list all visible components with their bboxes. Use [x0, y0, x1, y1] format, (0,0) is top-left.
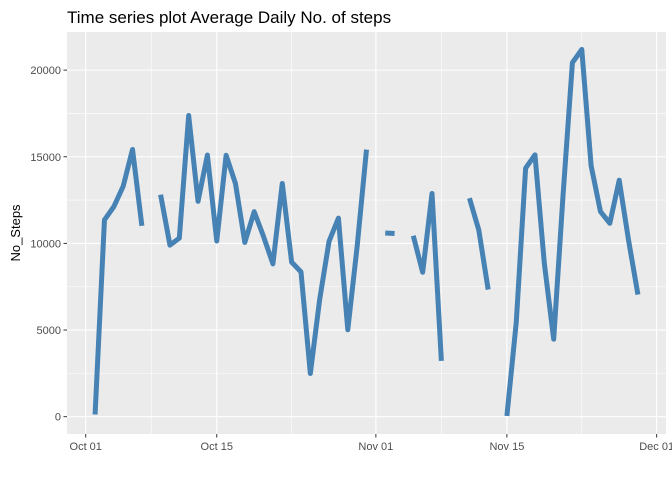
- series-line-segment: [385, 230, 395, 236]
- x-tick-label: Oct 01: [70, 441, 102, 453]
- plot-panel: [67, 32, 666, 434]
- axis-ticks: Oct 01 Oct 15 Nov 01 Nov 15 Dec 01 0 5000 10000…: [30, 65, 672, 453]
- y-axis-title-group: No_Steps: [8, 204, 23, 262]
- y-tick-label: 0: [55, 412, 61, 424]
- y-tick-label: 5000: [37, 325, 61, 337]
- series-line-segment: [92, 146, 145, 415]
- chart-title: Time series plot Average Daily No. of st…: [67, 8, 391, 27]
- series-line-segment: [158, 112, 369, 376]
- x-tick-label: Nov 15: [489, 441, 524, 453]
- y-tick-label: 15000: [30, 152, 61, 164]
- series-line-segment: [467, 197, 491, 290]
- x-tick-label: Oct 15: [201, 441, 233, 453]
- x-tick-label: Nov 01: [358, 441, 393, 453]
- y-axis-title: No_Steps: [8, 204, 23, 262]
- series-layer: [92, 46, 641, 417]
- x-tick-label: Dec 01: [639, 441, 672, 453]
- y-tick-label: 20000: [30, 65, 61, 77]
- y-tick-label: 10000: [30, 238, 61, 250]
- series-line-segment: [504, 46, 641, 417]
- series-line-segment: [410, 190, 444, 362]
